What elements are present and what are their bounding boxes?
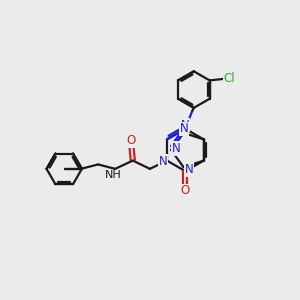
Text: N: N <box>184 163 193 176</box>
Text: N: N <box>159 155 168 168</box>
Text: N: N <box>172 142 181 155</box>
Text: N: N <box>181 119 190 132</box>
Text: Cl: Cl <box>224 73 235 85</box>
Text: NH: NH <box>105 170 122 180</box>
Text: O: O <box>181 184 190 197</box>
Text: O: O <box>127 134 136 147</box>
Text: N: N <box>180 122 188 135</box>
